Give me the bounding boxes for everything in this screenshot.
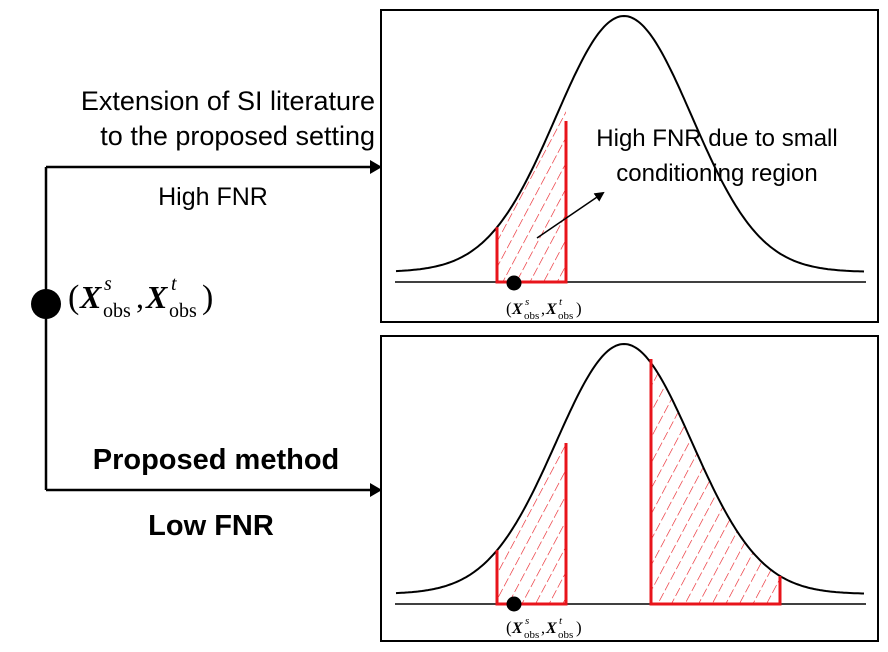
top-label-comma: , [541, 301, 545, 318]
observation-dot [31, 289, 61, 319]
top-label-var-target: X [545, 301, 557, 318]
top-label-sup-source: s [525, 296, 529, 308]
bottom-density-curve [395, 342, 864, 595]
top-observation-label: ( X s obs , X t obs ) [506, 296, 582, 322]
formula-var-source: X [79, 279, 102, 315]
arrow-to-bottom-panel [370, 483, 382, 497]
top-label-sub-target: obs [558, 310, 573, 322]
formula-sup-source: s [104, 273, 112, 295]
top-label-sup-target: t [559, 296, 563, 308]
proposed-method-label: Proposed method [93, 444, 340, 476]
observation-formula: ( X s obs , X t obs ) [68, 273, 213, 322]
bottom-label-sub-source: obs [524, 629, 539, 641]
top-hatched-region [497, 94, 566, 282]
top-label-open-paren: ( [506, 299, 512, 318]
top-label-var-source: X [511, 301, 523, 318]
top-label-sub-source: obs [524, 310, 539, 322]
high-fnr-label: High FNR [158, 183, 268, 211]
bottom-label-close-paren: ) [576, 618, 582, 637]
bottom-observation-label: ( X s obs , X t obs ) [506, 615, 582, 641]
bottom-label-var-source: X [511, 620, 523, 637]
bottom-conditioning-region-left [495, 443, 568, 606]
top-density-curve [395, 14, 865, 273]
formula-open-paren: ( [68, 279, 79, 316]
top-conditioning-region [495, 121, 568, 284]
flow-lines [44, 160, 382, 497]
bottom-label-sup-source: s [525, 615, 529, 627]
arrow-to-top-panel [370, 160, 382, 174]
bottom-label-var-target: X [545, 620, 557, 637]
bottom-observation-dot [506, 596, 522, 612]
annotation-arrow [536, 191, 605, 239]
formula-var-target: X [145, 279, 168, 315]
bottom-hatched-region-left [497, 420, 566, 604]
bottom-panel-frame [380, 335, 879, 642]
top-panel-frame [380, 9, 879, 323]
top-label-close-paren: ) [576, 299, 582, 318]
annotation-line1: High FNR due to small [596, 125, 837, 152]
extension-label-line2: to the proposed setting [100, 121, 375, 151]
bottom-label-sub-target: obs [558, 629, 573, 641]
top-panel: High FNR due to small conditioning regio… [380, 9, 879, 323]
formula-sup-target: t [171, 273, 177, 295]
annotation-line2: conditioning region [616, 160, 817, 187]
low-fnr-label: Low FNR [148, 510, 274, 542]
formula-comma: , [136, 279, 144, 315]
extension-label-line1: Extension of SI literature [81, 86, 375, 116]
formula-close-paren: ) [202, 279, 213, 316]
bottom-label-open-paren: ( [506, 618, 512, 637]
formula-sub-source: obs [103, 300, 131, 322]
formula-sub-target: obs [169, 300, 197, 322]
bottom-panel: ( X s obs , X t obs ) [380, 335, 879, 642]
top-observation-dot [506, 275, 522, 291]
bottom-label-sup-target: t [559, 615, 563, 627]
bottom-label-comma: , [541, 620, 545, 637]
bottom-conditioning-region-right [649, 359, 782, 606]
